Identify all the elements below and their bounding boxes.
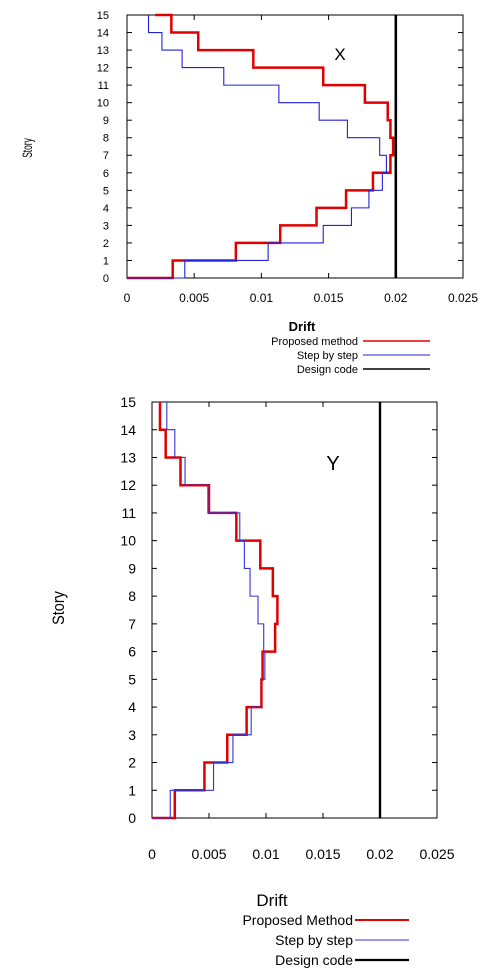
y-tick-label: 10 xyxy=(120,533,136,549)
legend-label: Design code xyxy=(297,364,358,376)
y-tick-label: 11 xyxy=(98,80,109,92)
plot-frame xyxy=(126,14,464,279)
x-tick-label: 0.01 xyxy=(252,846,279,862)
series-step-by-step-line xyxy=(127,15,387,279)
x-tick-label: 0.025 xyxy=(419,846,454,862)
y-tick-label: 2 xyxy=(128,755,136,771)
x-tick-label: 0.01 xyxy=(250,291,274,305)
legend-label: Proposed method xyxy=(271,336,358,348)
y-tick-label: 3 xyxy=(128,727,136,743)
y-tick-label: 14 xyxy=(120,422,136,438)
y-tick-label: 14 xyxy=(97,27,109,39)
y-tick-label: 1 xyxy=(103,255,109,267)
legend: Proposed Method Step by step Design code xyxy=(242,912,409,968)
legend-label: Step by step xyxy=(275,932,353,948)
series-proposed-method-line xyxy=(127,13,395,280)
x-tick-label: 0 xyxy=(148,846,156,862)
x-tick-label: 0.02 xyxy=(384,291,408,305)
plot-frame xyxy=(151,401,438,819)
y-tick-label: 5 xyxy=(103,185,109,197)
legend-label: Step by step xyxy=(297,350,358,362)
series-step-by-step-line xyxy=(152,402,266,819)
y-tick-label: 12 xyxy=(120,477,136,493)
y-tick-label: 8 xyxy=(128,588,136,604)
y-tick-label: 2 xyxy=(103,238,109,250)
y-tick-label: 7 xyxy=(103,150,109,162)
y-tick-label: 15 xyxy=(120,394,136,410)
legend-label: Proposed Method xyxy=(242,912,353,928)
y-tick-label: 3 xyxy=(103,220,109,232)
y-tick-label: 9 xyxy=(103,115,109,127)
series-proposed-method-line xyxy=(152,402,279,820)
x-axis-label: Drift xyxy=(256,891,287,910)
x-tick-label: 0.025 xyxy=(448,291,478,305)
y-tick-label: 8 xyxy=(103,133,109,145)
x-tick-label: 0.005 xyxy=(191,846,226,862)
x-tick-label: 0 xyxy=(124,291,131,305)
y-tick-label: 12 xyxy=(97,63,109,75)
y-tick-label: 4 xyxy=(128,699,136,715)
x-tick-label: 0.015 xyxy=(314,291,344,305)
y-tick-label: 13 xyxy=(120,450,136,466)
x-axis-label: Drift xyxy=(289,319,316,334)
chart-annotation: X xyxy=(334,45,345,64)
y-tick-label: 5 xyxy=(128,671,136,687)
x-tick-label: 0.02 xyxy=(366,846,393,862)
y-tick-label: 6 xyxy=(103,168,109,180)
y-tick-label: 0 xyxy=(128,810,136,826)
y-tick-label: 0 xyxy=(103,273,109,285)
y-tick-label: 9 xyxy=(128,560,136,576)
y-tick-label: 6 xyxy=(128,644,136,660)
x-tick-label: 0.005 xyxy=(179,291,209,305)
y-axis-label: Story xyxy=(21,138,36,158)
y-tick-label: 11 xyxy=(121,505,136,521)
legend: Proposed method Step by step Design code xyxy=(271,336,430,376)
y-tick-label: 4 xyxy=(103,203,109,215)
x-tick-label: 0.015 xyxy=(305,846,340,862)
y-axis-label: Story xyxy=(50,591,68,625)
y-tick-label: 13 xyxy=(97,45,109,57)
y-tick-label: 1 xyxy=(128,782,136,798)
legend-label: Design code xyxy=(275,952,353,968)
chart-annotation: Y xyxy=(326,453,339,475)
y-tick-label: 7 xyxy=(128,616,136,632)
y-tick-label: 10 xyxy=(97,98,109,110)
y-tick-label: 15 xyxy=(97,10,109,22)
